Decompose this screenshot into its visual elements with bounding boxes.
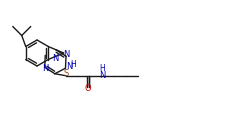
Text: N: N [52, 54, 58, 63]
Text: N: N [98, 71, 105, 80]
Text: H: H [70, 60, 75, 69]
Text: S: S [63, 69, 68, 78]
Text: O: O [84, 84, 90, 93]
Text: N: N [66, 62, 73, 71]
Text: N: N [42, 64, 48, 73]
Text: H: H [99, 64, 104, 73]
Text: N: N [63, 50, 69, 59]
